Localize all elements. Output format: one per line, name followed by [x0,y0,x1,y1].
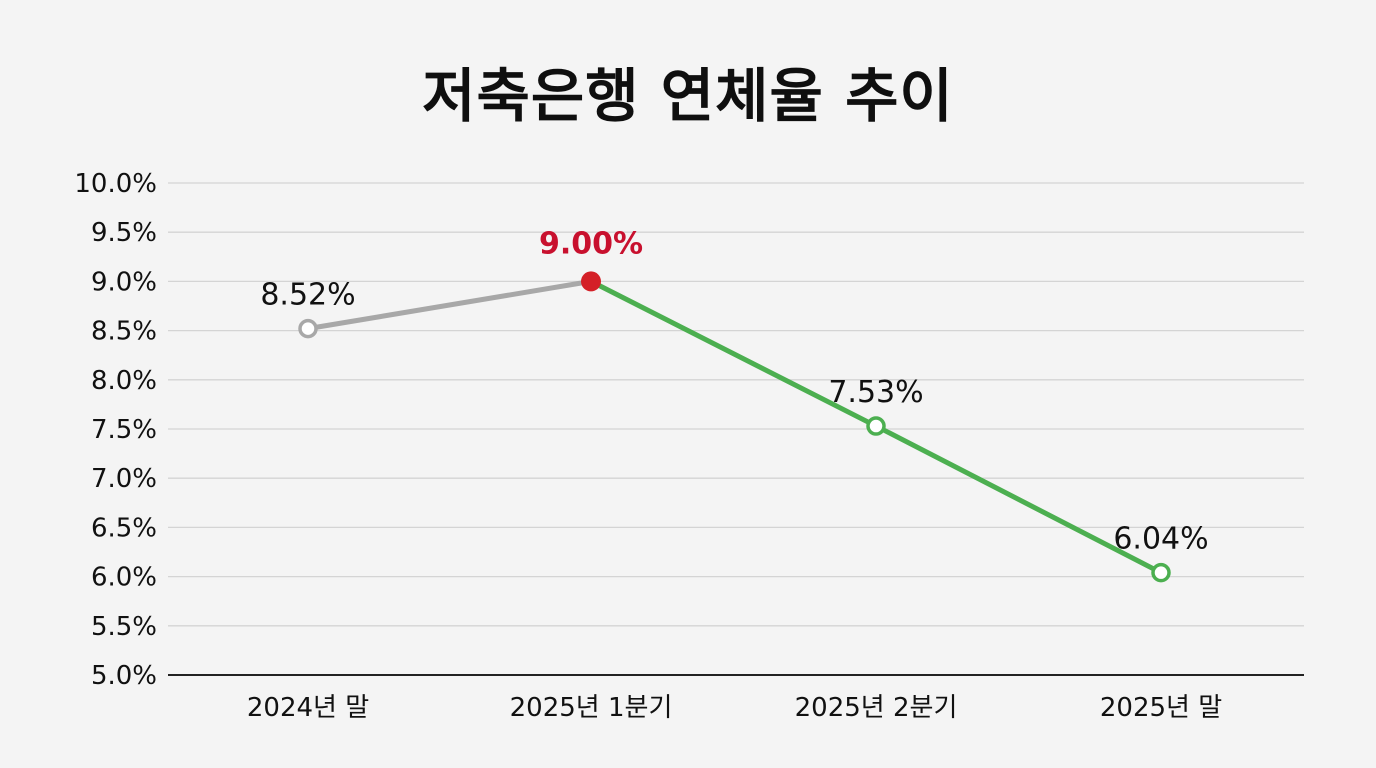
y-tick-label: 6.5% [91,513,157,543]
data-label: 7.53% [828,375,923,410]
data-label: 8.52% [260,278,355,313]
falling-segment [873,423,1164,576]
chart-title: 저축은행 연체율 추이 [422,62,954,130]
y-tick-label: 5.0% [91,661,157,691]
rising-segment [305,278,594,332]
falling-segment [588,278,879,429]
y-tick-label: 6.0% [91,563,157,593]
x-tick-label: 2025년 2분기 [795,693,958,723]
highlight-data-label: 9.00% [539,226,643,261]
y-tick-label: 10.0% [74,169,157,199]
y-tick-label: 8.0% [91,366,157,396]
data-point [298,318,318,339]
data-point [1151,562,1171,583]
data-point [866,416,886,436]
y-tick-label: 7.5% [91,415,157,445]
y-tick-label: 9.5% [91,218,157,248]
highlight-point [581,271,601,292]
data-label: 6.04% [1113,522,1208,557]
y-tick-label: 8.5% [91,317,157,347]
x-tick-label: 2024년 말 [247,693,369,723]
y-tick-label: 7.0% [91,464,157,494]
x-tick-label: 2025년 1분기 [510,693,673,723]
y-tick-label: 9.0% [91,267,157,297]
x-tick-label: 2025년 말 [1100,693,1222,723]
y-tick-label: 5.5% [91,612,157,642]
